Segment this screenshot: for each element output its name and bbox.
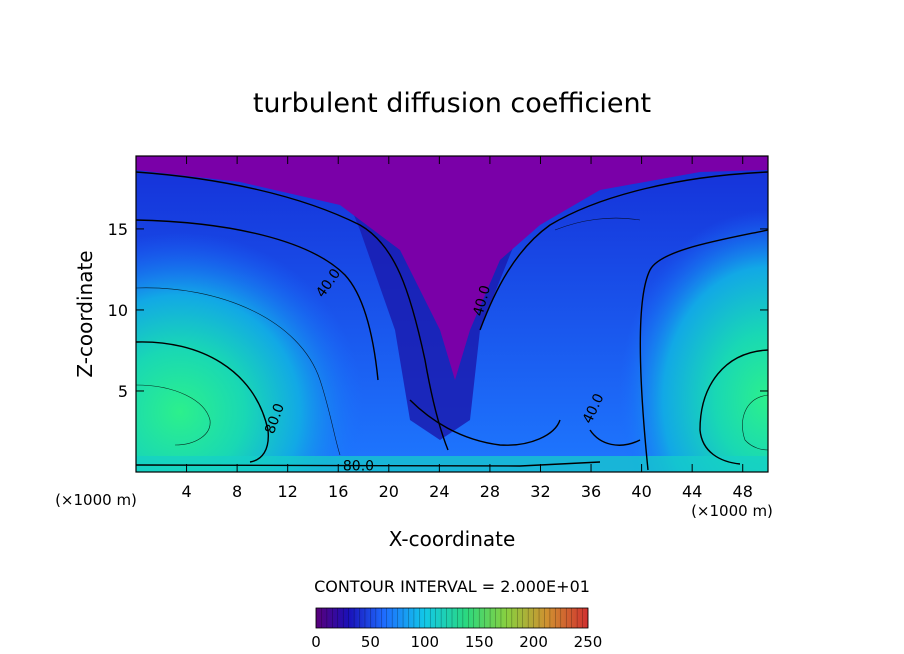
- x-tick-label: 20: [379, 482, 399, 501]
- colorbar-tick-label: 150: [465, 633, 494, 651]
- plot-frame: [135, 155, 769, 473]
- left-vortex-core: [136, 232, 365, 472]
- contour-interval-text: CONTOUR INTERVAL = 2.000E+01: [314, 577, 590, 596]
- x-tick-label: 24: [429, 482, 449, 501]
- contour-label: 40.0: [471, 284, 495, 318]
- x-tick-label: 36: [581, 482, 601, 501]
- colorbar-tick-label: 200: [519, 633, 548, 651]
- x-tick-label: 8: [232, 482, 242, 501]
- colorbar: [315, 607, 589, 629]
- x-axis-label: X-coordinate: [389, 527, 516, 551]
- x-tick-label: 40: [631, 482, 651, 501]
- right-vortex-core: [618, 210, 768, 472]
- x-axis: 4 8 12 16 20 24 28 32 36 40 44 48: [181, 156, 753, 501]
- y-tick-label: 15: [108, 220, 128, 239]
- y-tick-label: 5: [118, 382, 128, 401]
- colorbar-ticks: 0 50 100 150 200 250: [311, 633, 602, 651]
- x-tick-label: 32: [530, 482, 550, 501]
- colorbar-tick-label: 100: [410, 633, 439, 651]
- heatmap-field: [136, 156, 768, 472]
- x-tick-label: 4: [181, 482, 191, 501]
- y-axis: 5 10 15: [108, 220, 768, 401]
- y-axis-label: Z-coordinate: [73, 250, 97, 377]
- x-tick-label: 28: [480, 482, 500, 501]
- colorbar-tick-label: 250: [574, 633, 603, 651]
- colorbar-tick-label: 0: [311, 633, 321, 651]
- x-tick-label: 12: [278, 482, 298, 501]
- chart-title: turbulent diffusion coefficient: [253, 88, 651, 119]
- x-tick-label: 16: [328, 482, 348, 501]
- contour-lines: [136, 171, 768, 471]
- x-tick-label: 44: [682, 482, 702, 501]
- contour-label: 80.0: [343, 458, 374, 474]
- x-tick-label: 48: [733, 482, 753, 501]
- colorbar-stripes: [315, 608, 589, 628]
- y-tick-label: 10: [108, 301, 128, 320]
- colorbar-tick-label: 50: [361, 633, 380, 651]
- surface-layer: [136, 456, 768, 472]
- x-unit-left: (×1000 m): [55, 491, 137, 509]
- x-unit-right: (×1000 m): [691, 502, 773, 520]
- top-layer-region: [136, 156, 768, 380]
